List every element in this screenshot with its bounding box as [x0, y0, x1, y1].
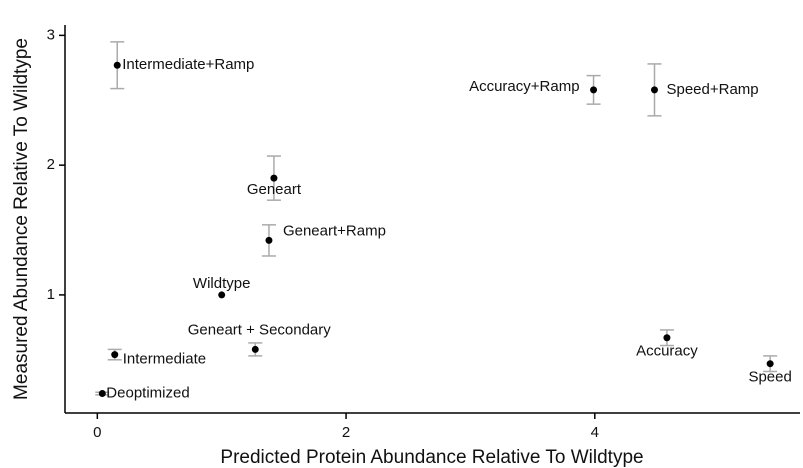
point	[590, 86, 598, 94]
point-label: Intermediate	[123, 351, 206, 368]
point	[218, 291, 226, 299]
point-label: Wildtype	[193, 275, 251, 292]
point-label: Accuracy+Ramp	[469, 78, 579, 95]
point-label: Speed+Ramp	[666, 81, 758, 98]
point	[251, 345, 259, 353]
point	[265, 236, 273, 244]
point	[650, 86, 658, 94]
x-tick-label: 4	[591, 424, 599, 441]
point-label: Accuracy	[636, 343, 698, 360]
point	[663, 334, 671, 342]
point-label: Intermediate+Ramp	[122, 56, 254, 73]
point	[766, 360, 774, 368]
point-label: Speed	[748, 369, 791, 386]
y-axis-title: Measured Abundance Relative To Wildtype	[11, 38, 32, 400]
y-tick-label: 2	[47, 156, 55, 173]
y-tick-label: 3	[47, 26, 55, 43]
point	[111, 351, 119, 359]
point-label: Geneart + Secondary	[188, 321, 332, 338]
y-tick-label: 1	[47, 286, 55, 303]
point-label: Geneart+Ramp	[283, 222, 386, 239]
point	[270, 174, 278, 182]
x-axis-title: Predicted Protein Abundance Relative To …	[220, 447, 643, 468]
point-label: Deoptimized	[106, 385, 189, 402]
x-tick-label: 2	[342, 424, 350, 441]
point-label: Geneart	[247, 181, 302, 198]
x-tick-label: 0	[93, 424, 101, 441]
point	[98, 390, 106, 398]
point	[113, 61, 121, 69]
